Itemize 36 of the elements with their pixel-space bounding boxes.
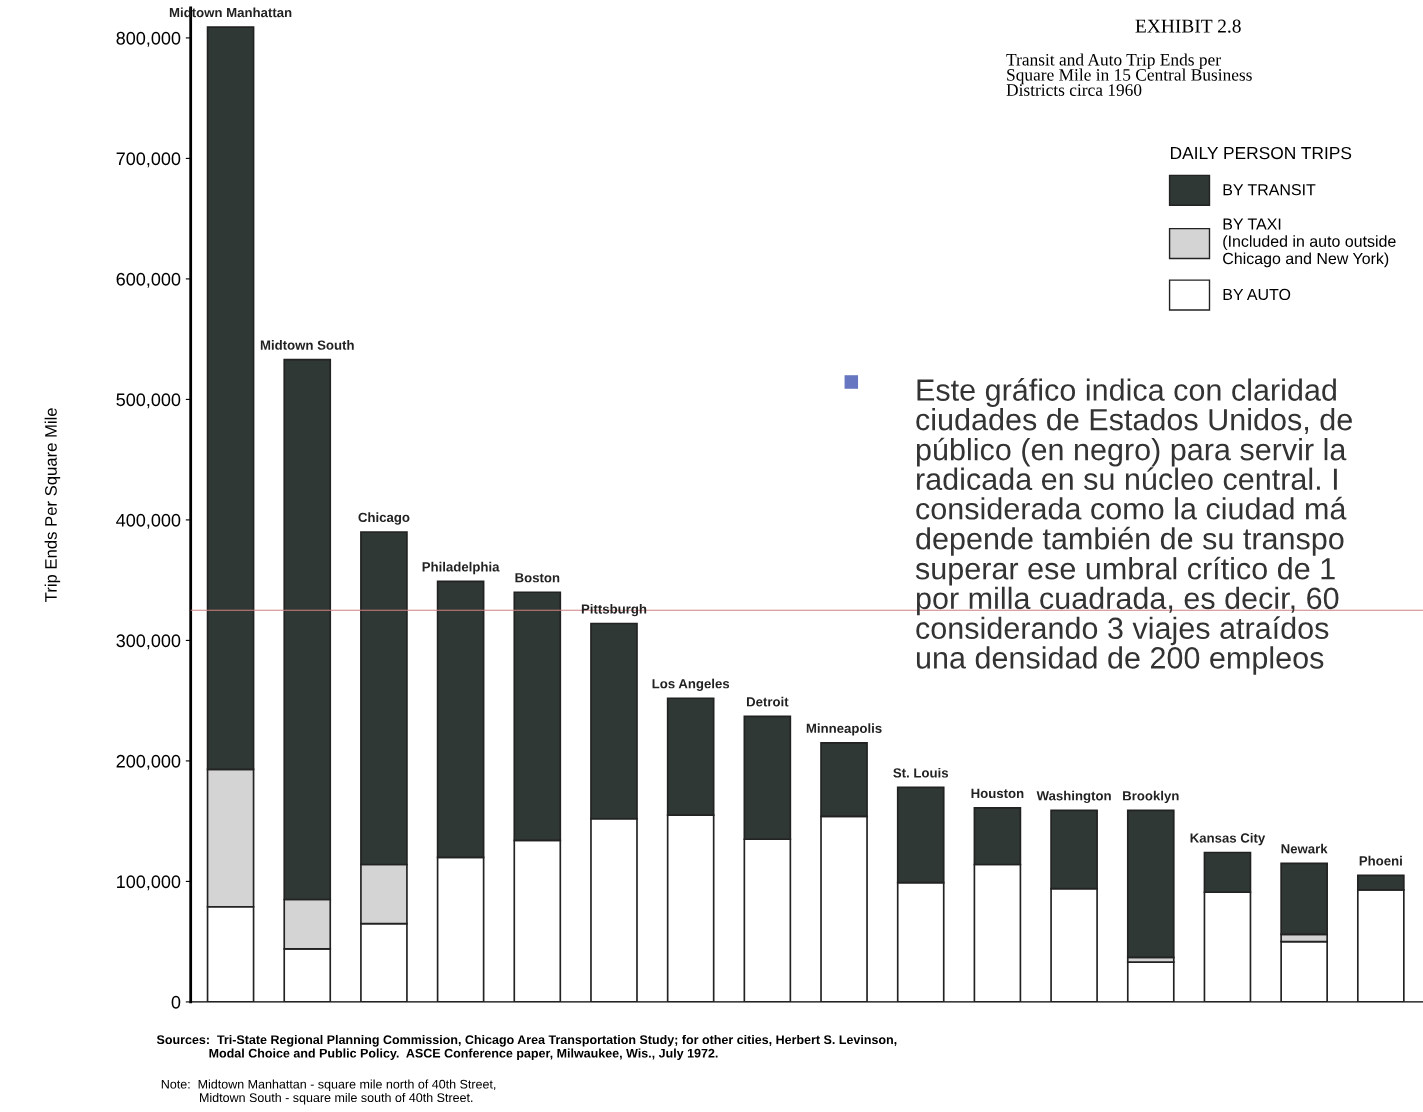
y-tick-label: 100,000 xyxy=(117,875,181,891)
x-tick-label: Houston xyxy=(971,788,1024,799)
x-tick-label: Pittsburgh xyxy=(581,603,647,617)
x-tick-label: Brooklyn xyxy=(1123,790,1179,804)
x-tick-label: Boston xyxy=(515,573,560,583)
source-note: Sources: Tri-State Regional Planning Commission, Chicago Area Transportation Study; for other cities, Herbert S. Levinson, Modal Choice and Public Policy. ASCE Conference paper, Milwaukee, Wis., July 1972. xyxy=(156,1034,897,1061)
x-tick-label: Los Angeles xyxy=(652,678,730,692)
y-tick-label: 700,000 xyxy=(116,152,181,168)
y-axis-title: Trip Ends Per Square Mile xyxy=(44,408,61,602)
legend-label: BY TRANSIT xyxy=(1223,184,1316,196)
legend-title: DAILY PERSON TRIPS xyxy=(1170,146,1352,160)
y-tick-label: 0 xyxy=(171,995,181,1009)
text: Este gráfico indica con claridad ciudades de Estados Unidos, de público (en negro) para servir la radicada en su núcleo central. I considerada como la ciudad má depende también de su transpo superar ese umbral crítico de 1 por milla cuadrada, es decir, 60 considerando 3 viajes atraídos una densidad de 200 empleos xyxy=(915,378,1352,675)
x-tick-label: Philadelphia xyxy=(422,561,500,575)
y-tick-label: 600,000 xyxy=(116,272,181,288)
x-tick-label: Detroit xyxy=(746,696,789,707)
y-tick-label: 300,000 xyxy=(116,634,181,650)
y-tick-label: 800,000 xyxy=(116,31,181,47)
x-tick-label: Midtown South xyxy=(260,340,354,350)
y-tick-label: 400,000 xyxy=(116,513,181,529)
bar xyxy=(1126,961,1175,1002)
legend-label: BY AUTO xyxy=(1223,288,1291,301)
text: Note: Midtown Manhattan - square mile north of 40th Street, Midtown South - square mile south of 40th Street. xyxy=(161,1079,496,1105)
x-tick-label: Newark xyxy=(1281,843,1328,854)
legend-label: BY TAXI (Included in auto outside Chicago and New York) xyxy=(1223,218,1396,268)
x-tick-label: Chicago xyxy=(358,512,410,525)
y-tick-label: 500,000 xyxy=(116,393,181,409)
x-tick-label: Washington xyxy=(1036,790,1111,804)
text: Transit and Auto Trip Ends per Square Mile in 15 Central Business Districts circa 1960 xyxy=(1006,53,1252,96)
x-tick-label: Kansas City xyxy=(1190,832,1266,846)
y-tick-label: 200,000 xyxy=(116,754,181,770)
chart-title: EXHIBIT 2.8 xyxy=(1135,19,1241,33)
x-tick-label: Phoeni xyxy=(1359,855,1402,866)
bar xyxy=(1126,809,1175,959)
x-tick-label: St. Louis xyxy=(893,767,949,778)
x-tick-label: Minneapolis xyxy=(806,723,882,736)
